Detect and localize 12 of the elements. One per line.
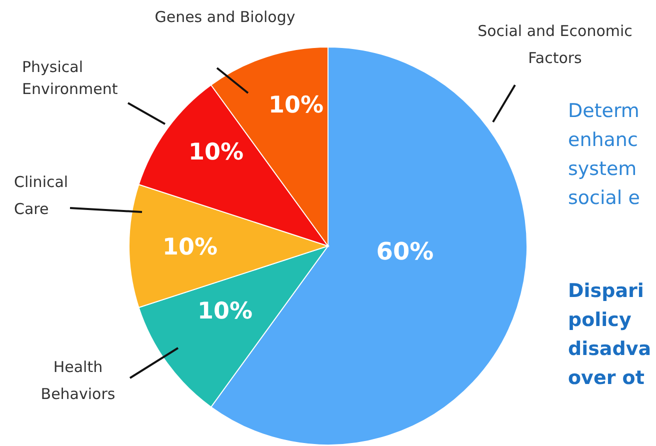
text: Dispari policy disadva over ot [568, 280, 652, 389]
slice-label: Physical Environment [22, 58, 118, 98]
slice-label: Genes and Biology [154, 8, 296, 26]
slice-label: Health Behaviors [40, 358, 116, 403]
data-label: 10% [268, 92, 324, 118]
slice-label: Social and Economic Factors [478, 22, 632, 67]
data-label: 10% [197, 298, 253, 324]
data-label: 10% [162, 234, 218, 260]
slice-label: Clinical Care [14, 173, 68, 218]
text: Determ enhanc system social e [568, 100, 640, 209]
data-label: 60% [376, 238, 434, 266]
data-label: 10% [188, 139, 244, 166]
